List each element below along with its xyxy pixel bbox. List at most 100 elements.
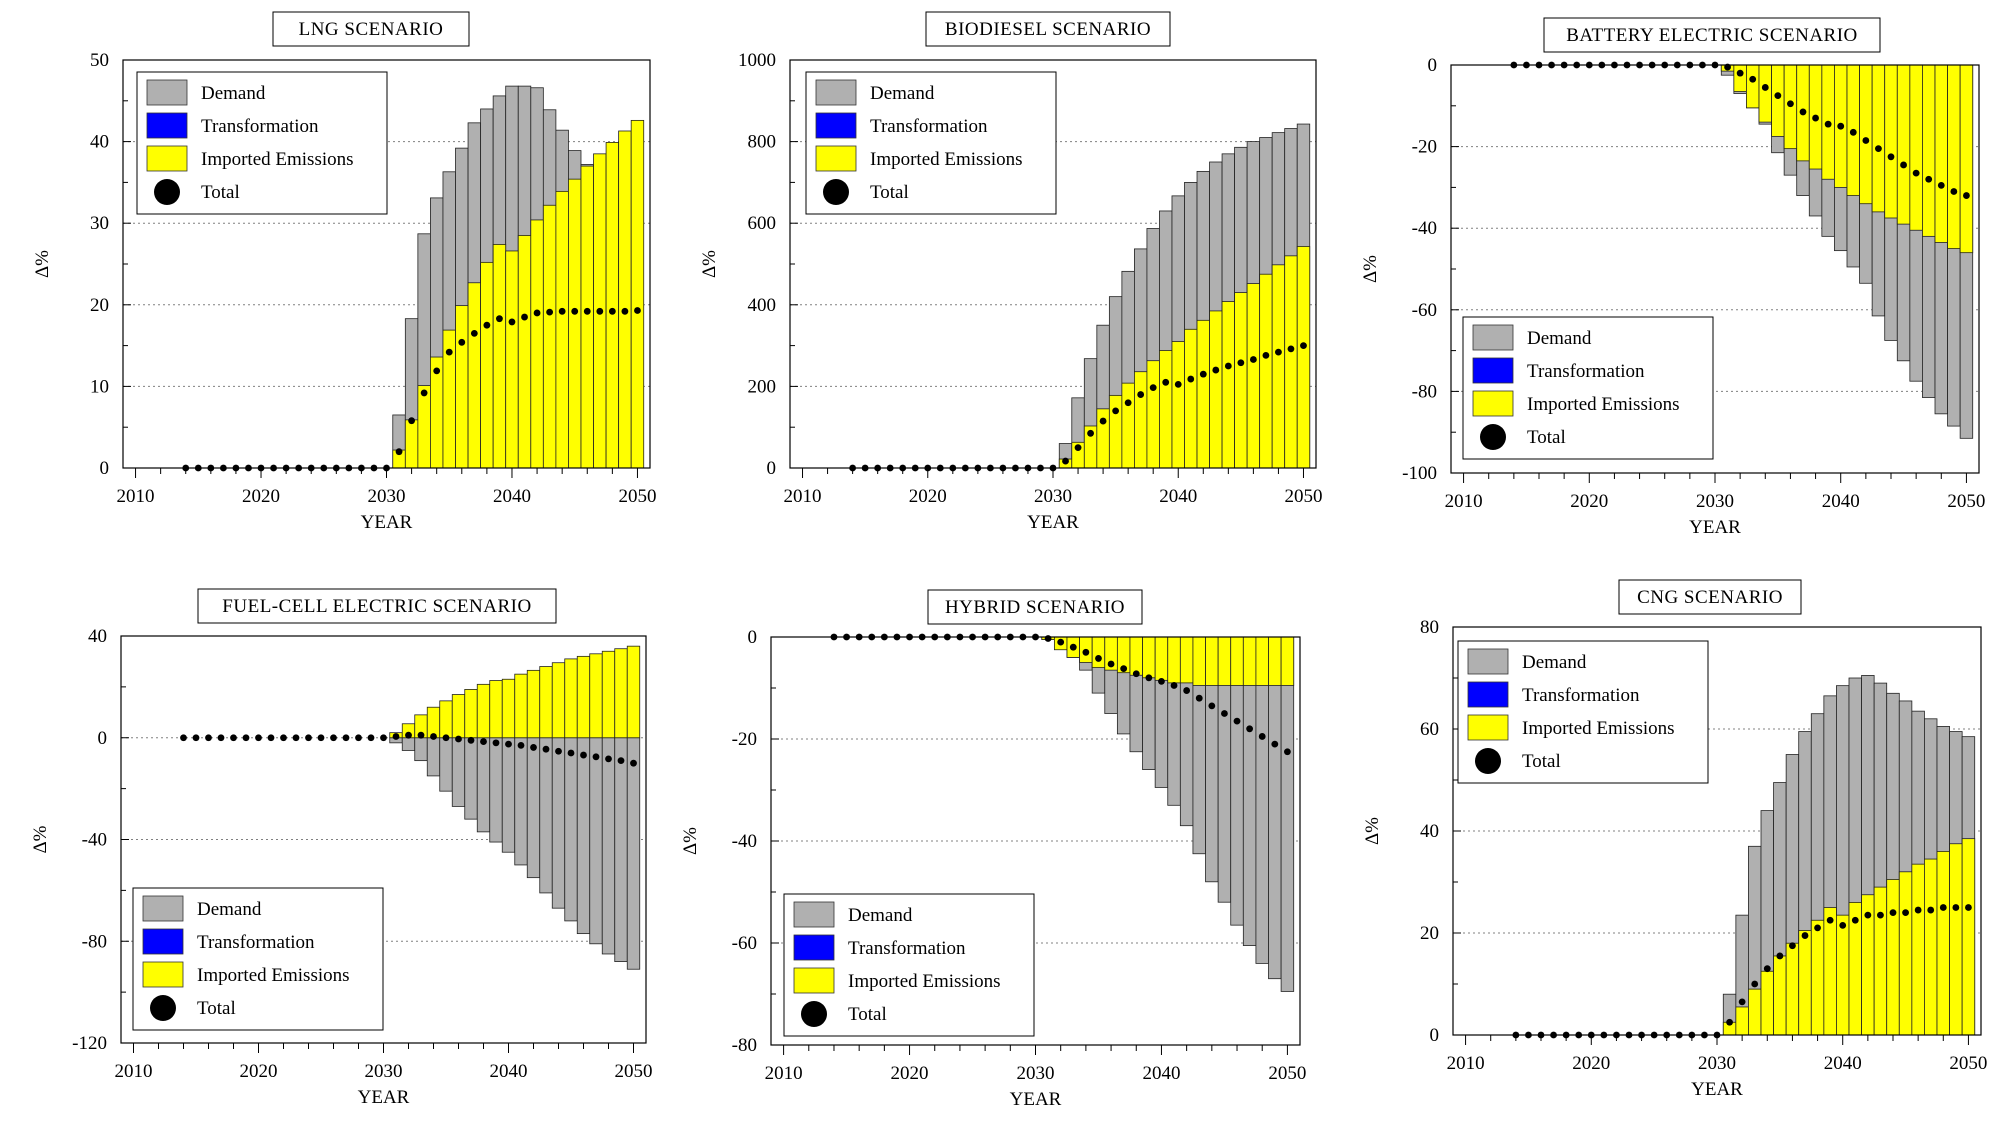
y-tick-label: -40: [82, 830, 107, 851]
demand-bar: [401, 737, 416, 751]
demand-bar: [539, 737, 553, 894]
title-frame: [927, 589, 1143, 625]
total-point: [530, 744, 537, 751]
legend-label: Demand: [1522, 652, 1587, 673]
imported-emissions-bar: [1748, 988, 1762, 1036]
imported-emissions-bar: [1246, 283, 1261, 469]
x-tick-label: 2020: [909, 486, 947, 507]
imported-emissions-bar: [1134, 371, 1148, 469]
x-tick-label: 2050: [1947, 491, 1985, 512]
y-axis-title: Δ%: [1362, 817, 1383, 845]
y-tick-label: 800: [748, 132, 777, 153]
legend-transformation-swatch: [146, 112, 188, 139]
imported-emissions-bar: [1268, 636, 1282, 686]
title-frame: [272, 11, 470, 47]
imported-emissions-bar: [1922, 64, 1936, 237]
total-point: [1137, 391, 1145, 398]
imported-emissions-bar: [1884, 64, 1898, 219]
total-point: [492, 739, 500, 747]
legend-demand-swatch: [793, 901, 835, 928]
total-point: [1824, 120, 1832, 128]
imported-emissions-bar: [1871, 64, 1886, 213]
imported-emissions-bar: [451, 694, 466, 739]
imported-emissions-bar: [492, 244, 507, 469]
x-tick-label: 2030: [1698, 1053, 1736, 1074]
imported-emissions-bar: [1192, 636, 1206, 686]
imported-emissions-bar: [1159, 350, 1173, 469]
total-point: [455, 735, 462, 743]
x-tick-label: 2030: [1034, 486, 1072, 507]
total-point: [1937, 181, 1945, 189]
x-tick-label: 2040: [1142, 1063, 1180, 1084]
total-point: [1145, 674, 1153, 682]
total-point: [1939, 904, 1947, 911]
imported-emissions-bar: [455, 305, 469, 469]
chart-panel: BATTERY ELECTRIC SCENARIO -100 -80 -60 -40 -2…: [1360, 17, 1985, 538]
total-point: [1284, 748, 1291, 756]
imported-emissions-bar: [1859, 64, 1873, 205]
legend: Demand Transformation Imported Emissions To…: [805, 71, 1057, 215]
total-point: [1862, 137, 1870, 144]
imported-emissions-bar: [1171, 341, 1185, 469]
total-point: [1749, 75, 1757, 83]
title-frame: [925, 11, 1171, 47]
total-point: [542, 745, 550, 753]
demand-bar: [551, 737, 566, 909]
imported-emissions-bar: [1179, 636, 1194, 684]
imported-emissions-bar: [1184, 328, 1198, 469]
imported-emissions-bar: [1196, 319, 1210, 469]
total-point: [1258, 733, 1266, 740]
total-point: [1062, 457, 1069, 465]
y-tick-label: 0: [98, 728, 108, 749]
total-point: [521, 313, 528, 321]
imported-emissions-bar: [1217, 636, 1232, 686]
total-point: [1801, 932, 1809, 939]
total-point: [470, 329, 478, 337]
y-tick-label: 20: [1420, 923, 1439, 944]
legend-label: Total: [1522, 751, 1561, 772]
imported-emissions-bar: [1234, 292, 1248, 469]
legend-demand-swatch: [1472, 324, 1514, 351]
x-tick-label: 2040: [1159, 486, 1197, 507]
imported-emissions-bar: [626, 645, 641, 739]
total-point: [367, 734, 375, 742]
x-axis-title: YEAR: [1691, 1079, 1743, 1100]
imported-emissions-bar: [1959, 64, 1974, 254]
legend-label: Demand: [201, 83, 266, 104]
x-tick-label: 2030: [1696, 491, 1734, 512]
x-tick-label: 2030: [1017, 1063, 1055, 1084]
total-point: [1726, 1018, 1733, 1026]
legend-label: Imported Emissions: [870, 149, 1023, 170]
imported-emissions-bar: [1898, 871, 1913, 1036]
total-point: [517, 741, 525, 749]
imported-emissions-bar: [1947, 64, 1961, 250]
imported-emissions-bar: [1284, 255, 1298, 469]
demand-bar: [414, 737, 428, 762]
imported-emissions-bar: [589, 653, 603, 739]
y-tick-label: 30: [90, 213, 109, 234]
total-point: [305, 734, 312, 742]
total-point: [1212, 366, 1220, 374]
total-point: [630, 759, 637, 767]
total-point: [1057, 638, 1065, 646]
y-tick-label: 40: [1420, 821, 1439, 842]
total-point: [458, 338, 466, 346]
y-tick-label: -20: [1412, 137, 1437, 158]
total-point: [1275, 348, 1282, 356]
y-tick-label: 60: [1420, 719, 1439, 740]
total-point: [1233, 717, 1241, 725]
chart-title: BATTERY ELECTRIC SCENARIO: [1566, 25, 1858, 46]
total-point: [1837, 122, 1845, 130]
total-point: [1851, 916, 1859, 924]
total-point: [380, 734, 387, 742]
total-point: [1914, 906, 1922, 914]
imported-emissions-bar: [1949, 843, 1963, 1036]
imported-emissions-bar: [1205, 636, 1219, 686]
imported-emissions-bar: [1896, 64, 1911, 225]
total-point: [1849, 128, 1857, 136]
y-tick-label: 0: [100, 458, 110, 479]
imported-emissions-bar: [439, 700, 453, 739]
legend-label: Transformation: [870, 116, 988, 137]
total-point: [1965, 904, 1972, 911]
